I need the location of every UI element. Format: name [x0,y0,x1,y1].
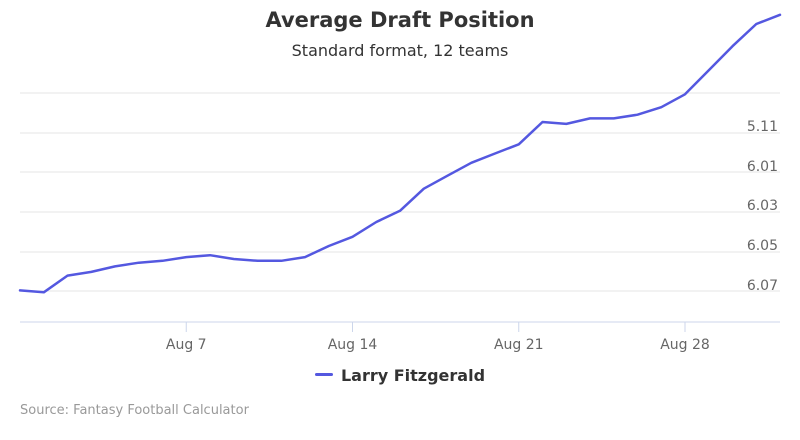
legend-swatch [314,373,333,376]
y-tick-label: 6.01 [747,159,778,175]
y-tick-label: 6.05 [747,238,778,254]
source-credit[interactable]: Source: Fantasy Football Calculator [20,403,249,418]
chart-subtitle: Standard format, 12 teams [291,41,509,60]
series-line-larry-fitzgerald [18,13,782,294]
legend[interactable]: Larry Fitzgerald [0,366,800,385]
x-tick-label: Aug 14 [328,337,378,353]
x-tick-label: Aug 21 [494,337,544,353]
x-tick-label: Aug 7 [166,337,207,353]
y-tick-label: 5.11 [747,119,778,135]
x-tick-label: Aug 28 [660,337,710,353]
legend-label[interactable]: Larry Fitzgerald [340,366,486,385]
chart-title: Average Draft Position [265,8,535,32]
y-tick-label: 6.03 [747,198,778,214]
y-tick-label: 6.07 [747,278,778,294]
